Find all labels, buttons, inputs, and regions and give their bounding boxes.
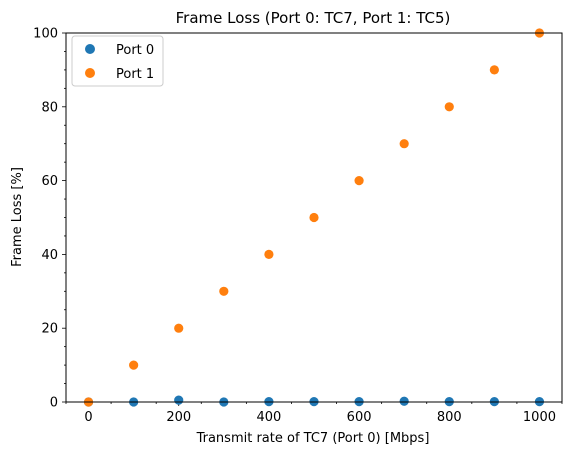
data-point-port-1 xyxy=(174,323,184,333)
minor-ticks xyxy=(64,51,563,404)
y-tick-label: 20 xyxy=(41,322,58,337)
x-tick-label: 200 xyxy=(166,410,191,425)
plot-frame xyxy=(65,32,563,403)
y-tick-label: 60 xyxy=(41,174,58,189)
chart-title: Frame Loss (Port 0: TC7, Port 1: TC5) xyxy=(176,9,451,27)
y-axis-ticks: 0 20 40 60 80 100 xyxy=(33,27,66,411)
legend-label-port-1: Port 1 xyxy=(116,67,154,82)
data-point-port-1 xyxy=(444,102,454,112)
data-point-port-1 xyxy=(219,286,229,296)
data-point-port-1 xyxy=(354,176,364,186)
plot-area: 0 200 400 600 800 1000 0 20 40 60 80 100 xyxy=(33,27,563,425)
legend-label-port-0: Port 0 xyxy=(116,43,154,58)
y-axis-label: Frame Loss [%] xyxy=(10,167,25,267)
x-tick-label: 600 xyxy=(347,410,372,425)
data-point-port-0 xyxy=(174,395,184,405)
series-port-0 xyxy=(83,395,545,407)
y-tick-label: 100 xyxy=(33,27,58,42)
x-tick-label: 1000 xyxy=(523,410,556,425)
data-point-port-1 xyxy=(264,249,274,259)
legend: Port 0 Port 1 xyxy=(71,35,164,87)
data-point-port-1 xyxy=(309,212,319,223)
data-point-port-1 xyxy=(129,360,139,370)
x-tick-label: 800 xyxy=(437,410,462,425)
data-point-port-1 xyxy=(399,139,409,149)
y-tick-label: 0 xyxy=(50,396,58,411)
legend-marker-port-1 xyxy=(85,68,95,78)
legend-marker-port-0 xyxy=(85,44,95,54)
x-tick-label: 0 xyxy=(84,410,92,425)
y-tick-label: 40 xyxy=(41,248,58,263)
x-axis-ticks: 0 200 400 600 800 1000 xyxy=(84,402,556,425)
series-port-1 xyxy=(83,28,545,407)
y-tick-label: 80 xyxy=(41,100,58,115)
data-point-port-0 xyxy=(399,396,409,406)
data-point-port-1 xyxy=(489,65,499,75)
x-axis-label: Transmit rate of TC7 (Port 0) [Mbps] xyxy=(196,431,430,446)
x-tick-label: 400 xyxy=(256,410,281,425)
